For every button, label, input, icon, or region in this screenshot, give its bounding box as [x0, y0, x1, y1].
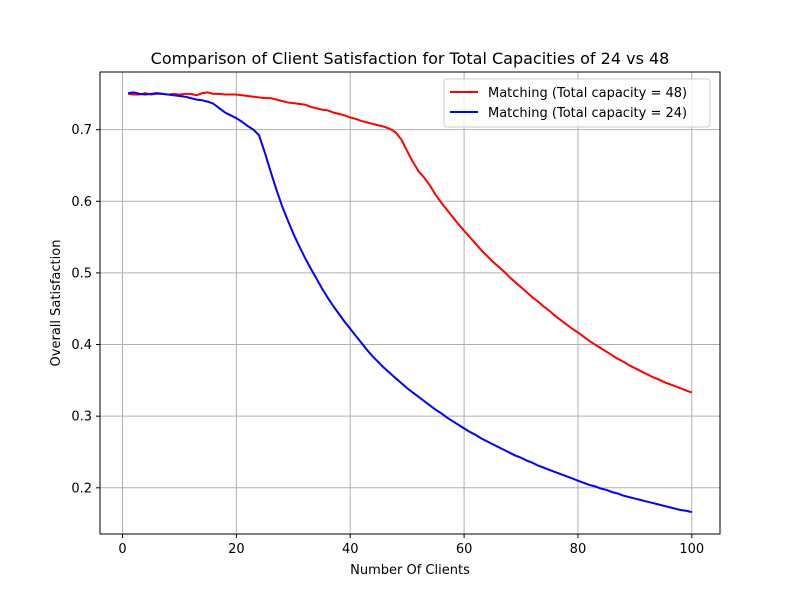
- y-tick-label: 0.7: [71, 123, 92, 138]
- grid-lines: [100, 72, 720, 534]
- x-tick-label: 0: [118, 542, 126, 557]
- x-axis-label: Number Of Clients: [350, 563, 470, 578]
- legend-label-1: Matching (Total capacity = 24): [488, 106, 687, 121]
- legend-box: [443, 78, 711, 128]
- y-tick-label: 0.2: [71, 481, 92, 496]
- series-line-1: [128, 91, 693, 514]
- x-tick-label: 20: [228, 542, 245, 557]
- x-tick-label: 60: [456, 542, 473, 557]
- chart-title: Comparison of Client Satisfaction for To…: [151, 49, 670, 68]
- y-tick-label: 0.4: [71, 338, 92, 353]
- x-tick-label: 100: [679, 542, 704, 557]
- series-line-0: [128, 91, 693, 394]
- axis-ticks: 0 20 40 60 80 100 0.2 0.3 0.4 0.5 0.6 0.7: [71, 123, 704, 557]
- x-tick-label: 40: [342, 542, 359, 557]
- y-axis-label: Overall Satisfaction: [49, 240, 64, 367]
- plot-area-frame: [99, 71, 721, 535]
- series-lines: [128, 91, 693, 514]
- y-tick-label: 0.5: [71, 266, 92, 281]
- legend: Matching (Total capacity = 48) Matching (…: [443, 78, 711, 128]
- y-tick-label: 0.6: [71, 195, 92, 210]
- legend-label-0: Matching (Total capacity = 48): [488, 86, 687, 101]
- x-tick-label: 80: [570, 542, 587, 557]
- y-tick-label: 0.3: [71, 410, 92, 425]
